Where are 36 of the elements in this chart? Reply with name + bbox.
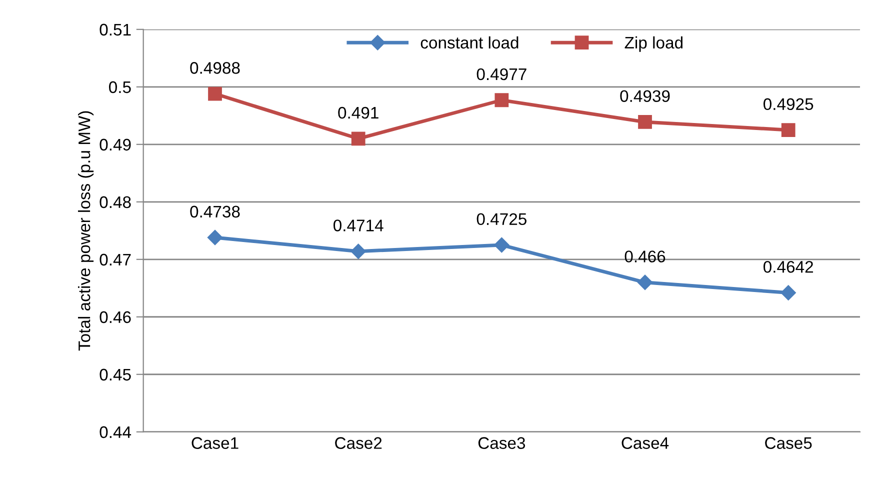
- y-tick-label: 0.5: [109, 81, 131, 94]
- data-label: 0.4988: [190, 62, 240, 74]
- point: [351, 132, 366, 146]
- point: [638, 115, 652, 129]
- data-label: 0.4642: [764, 260, 813, 273]
- point: [207, 230, 223, 246]
- data-label: 0.4939: [620, 90, 670, 102]
- y-tick-label: 0.45: [100, 368, 131, 381]
- point: [208, 86, 222, 101]
- data-label: 0.4714: [334, 220, 384, 232]
- data-label: 0.4977: [476, 68, 526, 80]
- y-tick-label: 0.49: [100, 138, 131, 151]
- y-tick-label: 0.46: [100, 311, 131, 324]
- x-tick-label: Case4: [622, 437, 669, 449]
- y-axis-title: Total active power loss (p.u MW): [78, 111, 94, 351]
- legend-label: Zip load: [624, 36, 682, 52]
- point: [780, 285, 796, 300]
- y-tick-label: 0.47: [100, 254, 131, 266]
- point: [350, 244, 366, 259]
- x-tick-label: Case2: [335, 437, 382, 449]
- point: [781, 123, 796, 137]
- data-label: 0.4725: [476, 213, 526, 226]
- data-label: 0.491: [338, 106, 378, 119]
- point: [494, 237, 510, 253]
- y-tick-label: 0.44: [100, 426, 132, 438]
- data-label: 0.4738: [190, 206, 240, 218]
- legend-label: constant load: [420, 36, 518, 49]
- data-label: 0.4925: [764, 98, 814, 110]
- x-tick-label: Case3: [478, 437, 526, 449]
- y-tick-label: 0.51: [100, 24, 131, 36]
- point: [637, 274, 653, 290]
- x-tick-label: Case1: [192, 437, 238, 449]
- data-label: 0.466: [624, 250, 666, 262]
- point: [494, 93, 509, 108]
- y-tick-label: 0.48: [100, 196, 131, 208]
- x-tick-label: Case5: [765, 437, 812, 449]
